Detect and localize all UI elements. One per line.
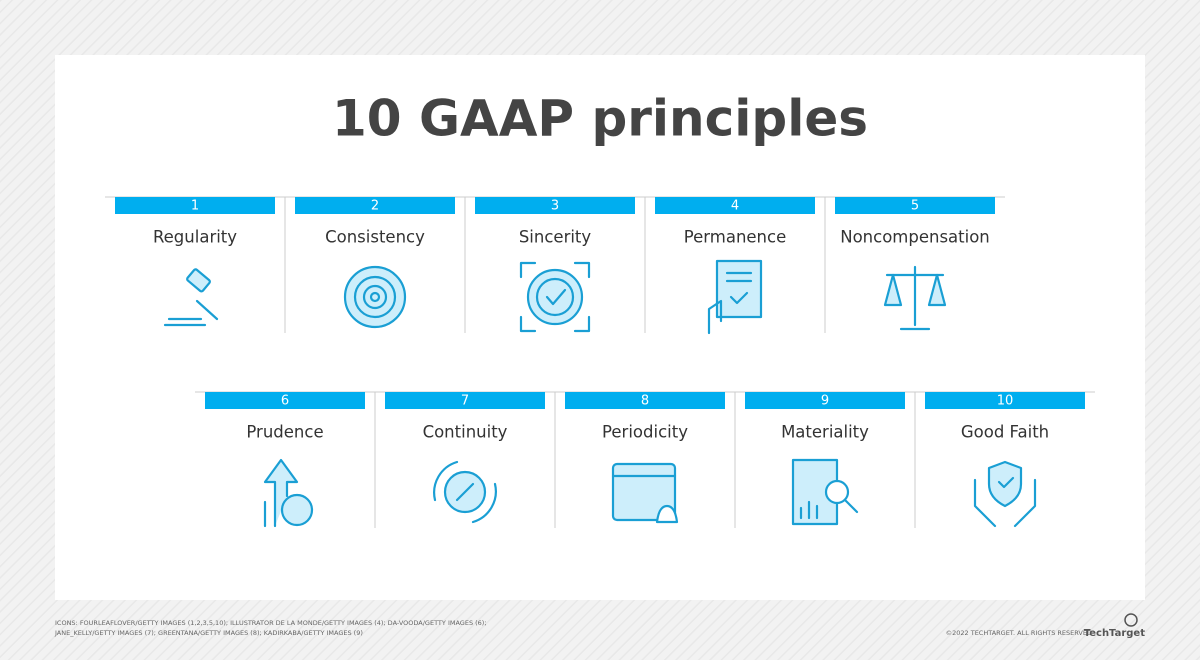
- icon: [611, 462, 679, 524]
- number-bar: [205, 392, 365, 409]
- number-bar: [475, 197, 635, 214]
- card: [55, 55, 1145, 600]
- icon-part: [195, 299, 219, 321]
- icon-part: [545, 288, 567, 306]
- icon-part: [987, 460, 1023, 508]
- number: 4: [731, 199, 739, 214]
- icon-part: [362, 284, 388, 310]
- label: Sincerity: [519, 228, 592, 247]
- number-bar: [655, 197, 815, 214]
- icon: [433, 460, 497, 524]
- number: 2: [371, 199, 379, 214]
- icon-part: [353, 275, 397, 319]
- number: 5: [911, 199, 919, 214]
- label: Prudence: [246, 423, 323, 442]
- icon-part: [519, 261, 591, 333]
- icon-part: [883, 273, 903, 307]
- icon-part: [343, 265, 407, 329]
- brand: TechTarget: [1084, 628, 1145, 639]
- label: Continuity: [423, 423, 508, 442]
- label: Regularity: [153, 228, 237, 247]
- icon-part: [927, 273, 947, 307]
- number-bar: [385, 392, 545, 409]
- number: 8: [641, 394, 649, 409]
- icon-part: [186, 268, 211, 293]
- icon: [883, 265, 947, 331]
- icon-part: [535, 277, 575, 317]
- icon-part: [799, 500, 819, 520]
- number: 9: [821, 394, 829, 409]
- icon-part: [655, 504, 679, 524]
- number-bar: [295, 197, 455, 214]
- icon-part: [611, 462, 677, 522]
- number: 3: [551, 199, 559, 214]
- icon-part: [973, 478, 1037, 528]
- title: 10 GAAP principles: [332, 90, 868, 148]
- icon-part: [997, 476, 1015, 489]
- icon: [519, 261, 591, 333]
- number: 6: [281, 394, 289, 409]
- number: 10: [997, 394, 1014, 409]
- icon-part: [433, 460, 497, 524]
- icon-part: [455, 482, 475, 502]
- label: Periodicity: [602, 423, 688, 442]
- label: Consistency: [325, 228, 425, 247]
- icon-part: [707, 299, 723, 335]
- icon-part: [280, 493, 314, 527]
- icon-part: [263, 458, 299, 528]
- number-bar: [925, 392, 1085, 409]
- icon-part: [843, 498, 859, 514]
- icon: [343, 265, 407, 329]
- number-bar: [835, 197, 995, 214]
- icon-part: [729, 291, 749, 305]
- icon-part: [824, 479, 850, 505]
- icon: [707, 259, 763, 335]
- number: 7: [461, 394, 469, 409]
- label: Noncompensation: [840, 228, 990, 247]
- label: Good Faith: [961, 423, 1049, 442]
- credits: JANE_KELLY/GETTY IMAGES (7); GREENTANA/G…: [54, 629, 363, 637]
- copyright: ©2022 TECHTARGET. ALL RIGHTS RESERVED: [946, 629, 1092, 637]
- label: Permanence: [684, 228, 786, 247]
- number: 1: [191, 199, 199, 214]
- credits: ICONS: FOURLEAFLOVER/GETTY IMAGES (1,2,3…: [55, 619, 487, 627]
- icon-part: [715, 259, 763, 319]
- icon-part: [369, 291, 381, 303]
- number-bar: [745, 392, 905, 409]
- label: Materiality: [781, 423, 869, 442]
- icon: [973, 460, 1037, 528]
- brand-logo: [1124, 613, 1138, 627]
- number-bar: [565, 392, 725, 409]
- icon: [791, 458, 859, 526]
- icon: [263, 458, 314, 528]
- icon: [163, 268, 219, 327]
- number-bar: [115, 197, 275, 214]
